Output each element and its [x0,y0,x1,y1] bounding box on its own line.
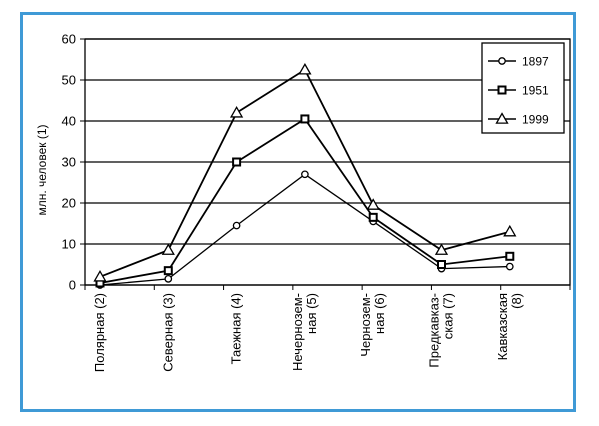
data-point [232,157,242,167]
category-label: Таежная (4) [229,293,244,364]
series-line-1897 [99,173,510,286]
category-label: Кавказская [495,293,510,360]
data-point [503,224,517,237]
data-point [368,212,378,222]
line-chart: 0 10 20 30 40 50 60 млн. человек (1) Полярная … [35,32,571,372]
x-category-labels: Полярная (2) Северная (3) Таежная (4) Нечер… [92,293,524,372]
series-1999 [93,62,517,282]
legend-box [481,42,565,134]
legend-item-1951: 1951 [488,84,549,98]
data-point [298,62,312,75]
ytick-label: 20 [62,196,76,211]
ytick-label: 40 [62,114,76,129]
data-point [163,266,173,276]
chart-frame: 0 10 20 30 40 50 60 млн. человек (1) Полярная … [20,12,576,412]
legend-label: 1999 [522,113,549,127]
legend-marker [495,112,509,124]
category-label: Нечернозем- [290,293,305,371]
ytick-label: 0 [69,278,76,293]
category-label: Северная (3) [160,293,175,372]
category-label: Полярная (2) [92,293,107,372]
series-1897 [96,170,514,289]
data-point [301,170,309,179]
legend-label: 1951 [522,84,549,98]
ytick-label: 10 [62,237,76,252]
data-point [300,114,310,124]
legend-marker [498,57,506,65]
data-point [93,269,107,282]
data-point [161,243,175,255]
legend: 1897 1951 1999 [481,42,565,134]
series-line-1951 [99,117,510,284]
data-point [505,251,515,261]
ytick-label: 30 [62,155,76,170]
legend-label: 1897 [522,55,549,69]
legend-marker [497,85,507,95]
category-label: Чернозем- [358,293,373,357]
data-point [437,260,446,269]
legend-item-1999: 1999 [488,112,549,127]
data-point [164,274,173,283]
data-point [232,221,241,230]
ytick-label: 60 [62,32,76,47]
data-point [229,105,244,118]
data-point [366,198,380,210]
legend-item-1897: 1897 [488,55,549,69]
data-point [434,243,449,255]
category-label: ная (6) [372,293,387,334]
data-point [505,262,514,271]
series-lines [93,62,517,289]
grid-lines [80,38,571,290]
y-axis-label: млн. человек (1) [35,124,49,215]
plot-area-border [84,38,571,286]
category-label: (8) [509,293,524,309]
category-label: ская (7) [441,293,456,339]
series-1951 [95,114,515,288]
category-label: ная (5) [304,293,319,334]
category-label: Предкавказ- [427,293,442,368]
y-tick-labels: 0 10 20 30 40 50 60 [62,32,76,293]
ytick-label: 50 [62,73,76,88]
